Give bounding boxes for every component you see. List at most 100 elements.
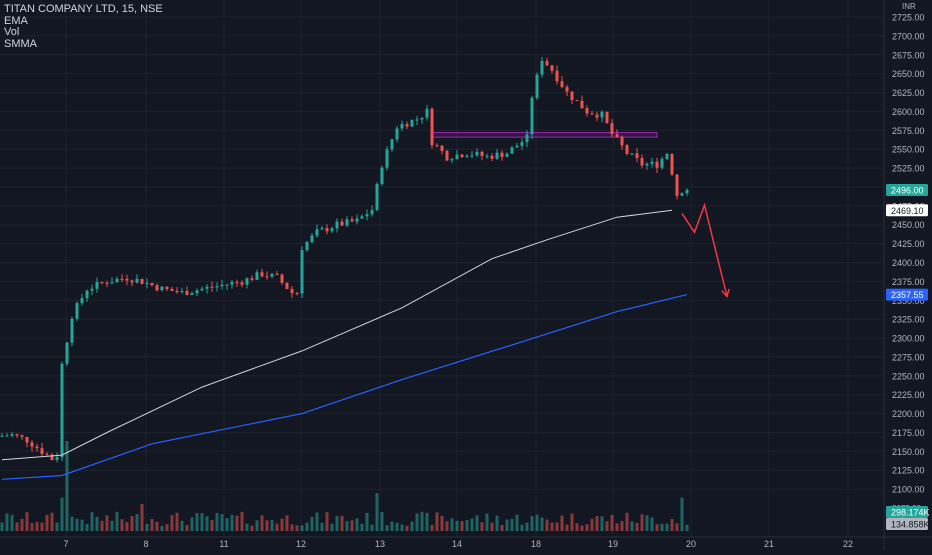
volume-indicator-label[interactable]: Vol <box>4 26 20 38</box>
volume-bar <box>450 518 454 531</box>
x-tick-label: 7 <box>63 539 68 549</box>
candle-body <box>250 278 254 280</box>
volume-bar <box>640 514 644 531</box>
candle-body <box>175 290 179 293</box>
candle-body <box>195 290 199 294</box>
volume-bar <box>645 515 649 531</box>
x-tick-label: 8 <box>143 539 148 549</box>
volume-bar <box>90 512 94 531</box>
candle-body <box>160 286 164 291</box>
y-tick-label: 2350.00 <box>892 296 925 306</box>
volume-bar <box>415 513 419 531</box>
x-tick-label: 13 <box>375 539 385 549</box>
candle-body <box>580 100 584 109</box>
candle-body <box>630 153 634 155</box>
candle-body <box>180 291 184 293</box>
volume-bar <box>260 515 264 531</box>
resistance-zone[interactable] <box>431 132 658 138</box>
y-tick-label: 2125.00 <box>892 466 925 476</box>
candle-body <box>415 119 419 121</box>
x-tick-label: 12 <box>296 539 306 549</box>
candle-body <box>300 250 304 294</box>
x-tick-label: 11 <box>219 539 228 549</box>
volume-bar <box>85 523 89 531</box>
candle-body <box>430 108 434 146</box>
volume-bar <box>65 441 69 531</box>
volume-bar <box>330 523 334 531</box>
volume-bar <box>290 524 294 531</box>
candle-body <box>410 119 414 127</box>
candle-body <box>100 281 104 283</box>
ema-indicator-label[interactable]: EMA <box>4 14 28 27</box>
volume-bar <box>655 524 659 531</box>
candle-body <box>530 97 534 135</box>
volume-bar <box>120 519 124 531</box>
volume-bar <box>140 504 144 531</box>
candle-body <box>645 163 649 166</box>
candle-body <box>5 435 9 437</box>
volume-bars <box>0 441 689 531</box>
volume-bar <box>360 523 364 531</box>
y-tick-label: 2300.00 <box>892 334 925 344</box>
candle-body <box>245 278 249 285</box>
volume-bar <box>490 522 494 531</box>
volume-bar <box>285 515 289 531</box>
y-tick-label: 2525.00 <box>892 164 925 174</box>
candle-body <box>345 219 349 226</box>
volume-bar <box>525 522 529 531</box>
time-axis-background <box>0 537 884 550</box>
volume-bar <box>495 515 499 531</box>
volume-bar <box>250 525 254 531</box>
volume-bar <box>540 517 544 531</box>
smma-indicator-label[interactable]: SMMA <box>4 37 37 50</box>
candle-body <box>40 448 44 454</box>
volume-bar <box>505 519 509 531</box>
volume-bar <box>635 522 639 531</box>
candle-body <box>435 145 439 147</box>
candle-body <box>315 229 319 236</box>
candle-body <box>465 155 469 158</box>
candle-body <box>15 434 19 436</box>
volume-bar <box>215 512 219 531</box>
candle-body <box>575 100 579 102</box>
candle-body <box>20 435 24 437</box>
volume-bar <box>235 515 239 531</box>
volume-bar <box>320 522 324 531</box>
candle-body <box>30 442 34 447</box>
volume-bar <box>210 519 214 531</box>
volume-bar <box>485 513 489 531</box>
volume-bar <box>370 524 374 531</box>
volume-bar <box>60 497 64 531</box>
candle-body <box>55 457 59 461</box>
volume-bar <box>375 493 379 531</box>
candle-body <box>145 282 149 284</box>
volume-bar <box>475 515 479 531</box>
volume-bar <box>685 524 689 531</box>
candle-body <box>190 293 194 295</box>
candle-body <box>385 149 389 168</box>
candle-body <box>260 272 264 277</box>
price-axis[interactable]: 2100.00 2125.00 2150.00 2175.00 2200.00 2225.… <box>884 0 932 550</box>
volume-bar <box>155 521 159 531</box>
volume-bar <box>650 517 654 531</box>
volume-bar <box>380 512 384 531</box>
candle-body <box>325 228 329 232</box>
volume-bar <box>95 516 99 531</box>
candle-body <box>60 363 64 458</box>
symbol-title[interactable]: TITAN COMPANY LTD, 15, NSE <box>4 3 163 15</box>
candle-body <box>570 91 574 101</box>
candle-body <box>105 282 109 284</box>
volume-bar <box>110 520 114 531</box>
volume-bar <box>40 522 44 531</box>
candle-body <box>650 161 654 164</box>
volume-bar <box>15 522 19 531</box>
y-tick-label: 2450.00 <box>892 220 925 230</box>
candle-body <box>235 282 239 284</box>
volume-bar <box>20 518 24 531</box>
candle-body <box>680 193 684 196</box>
y-tick-label: 2325.00 <box>892 315 925 325</box>
